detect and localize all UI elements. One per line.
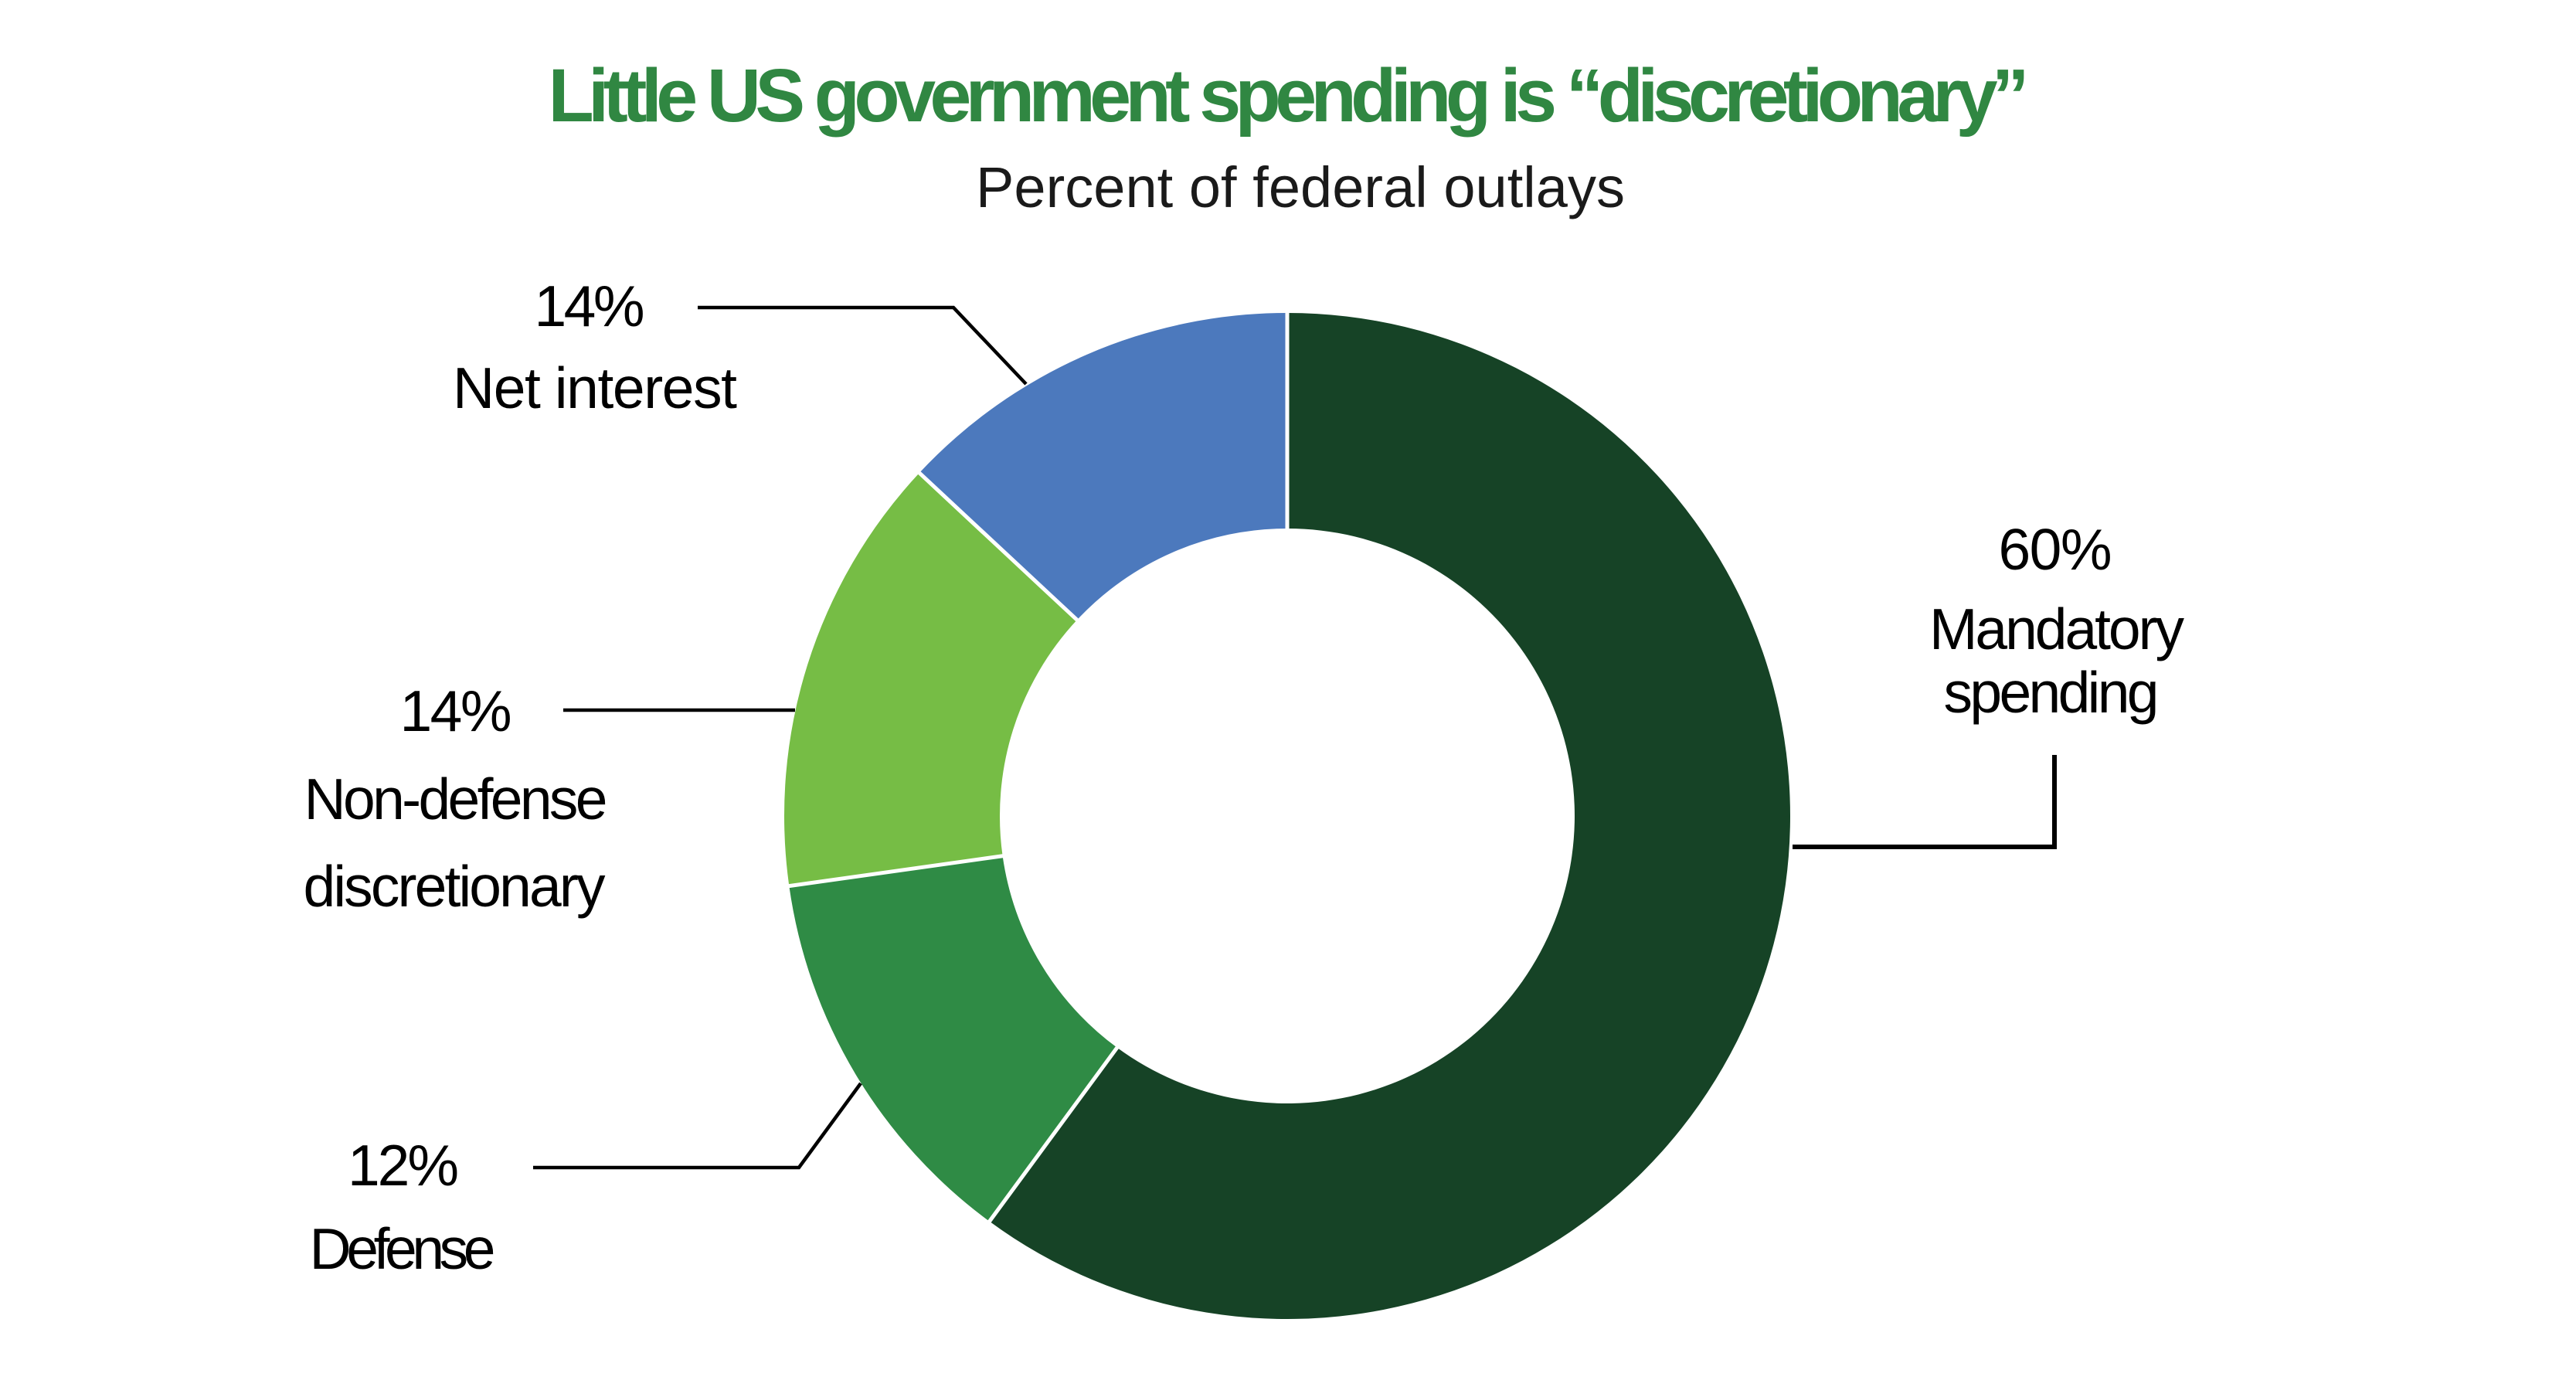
svg-text:14%: 14% xyxy=(535,274,645,338)
svg-text:Percent of federal outlays: Percent of federal outlays xyxy=(976,155,1625,219)
svg-text:spending: spending xyxy=(1944,660,2160,725)
svg-text:14%: 14% xyxy=(400,678,512,743)
svg-text:60%: 60% xyxy=(1999,517,2112,582)
svg-text:Non-defense: Non-defense xyxy=(304,767,608,831)
svg-text:12%: 12% xyxy=(348,1133,459,1198)
svg-text:discretionary: discretionary xyxy=(304,854,607,919)
svg-text:Defense: Defense xyxy=(310,1216,496,1281)
svg-text:Little US government spending: Little US government spending is “discre… xyxy=(549,53,2030,138)
svg-text:Mandatory: Mandatory xyxy=(1929,597,2185,661)
svg-text:Net interest: Net interest xyxy=(453,355,737,420)
